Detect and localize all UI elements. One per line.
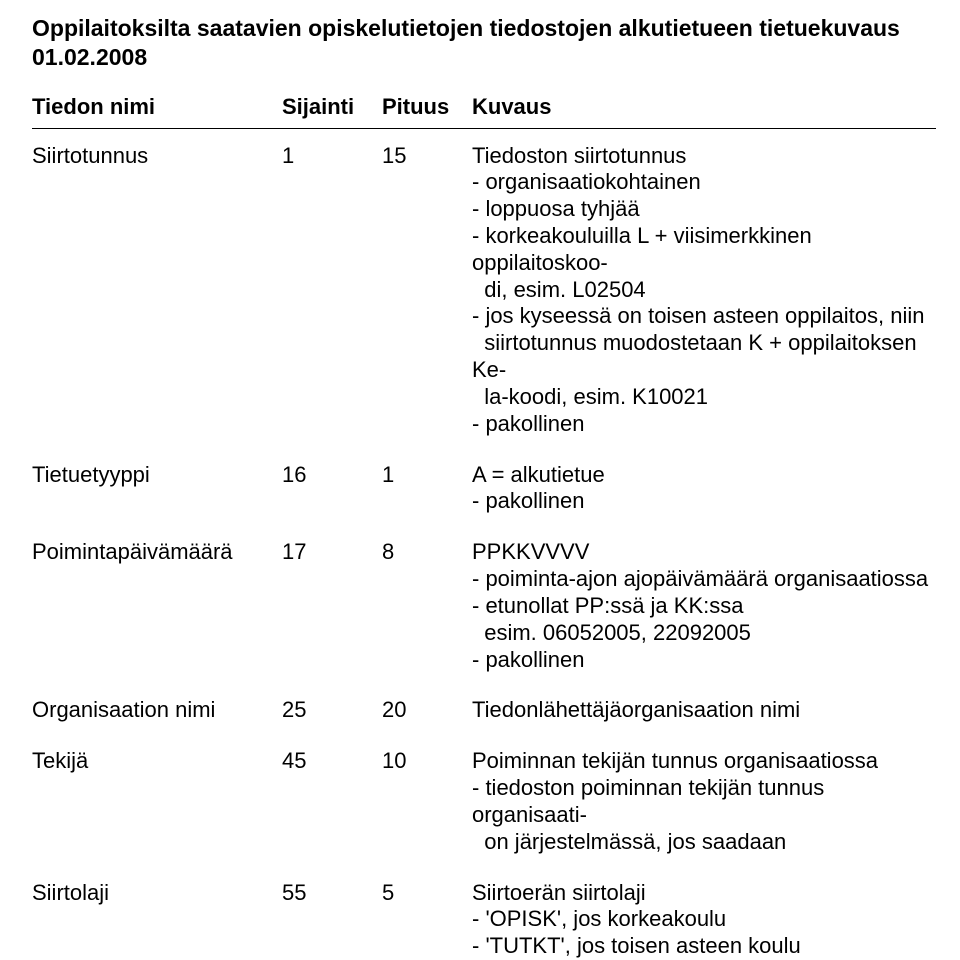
cell-length: 8	[382, 539, 472, 566]
cell-description: A = alkutietue- pakollinen	[472, 462, 936, 516]
description-line: - 'TUTKT', jos toisen asteen koulu	[472, 933, 936, 960]
title-line-2: 01.02.2008	[32, 44, 147, 70]
description-line: la-koodi, esim. K10021	[472, 384, 936, 411]
cell-length: 20	[382, 697, 472, 724]
description-line: A = alkutietue	[472, 462, 936, 489]
header-len: Pituus	[382, 94, 472, 120]
cell-position: 16	[282, 462, 382, 489]
table-row: Poimintapäivämäärä178PPKKVVVV- poiminta-…	[32, 539, 936, 673]
description-line: - pakollinen	[472, 488, 936, 515]
table-row: Siirtolaji555Siirtoerän siirtolaji- 'OPI…	[32, 880, 936, 960]
cell-description: Tiedonlähettäjäorganisaation nimi	[472, 697, 936, 724]
cell-description: Poiminnan tekijän tunnus organisaatiossa…	[472, 748, 936, 855]
cell-position: 55	[282, 880, 382, 907]
description-line: - pakollinen	[472, 411, 936, 438]
cell-length: 5	[382, 880, 472, 907]
table-header-row: Tiedon nimi Sijainti Pituus Kuvaus	[32, 94, 936, 129]
description-line: - etunollat PP:ssä ja KK:ssa	[472, 593, 936, 620]
description-line: di, esim. L02504	[472, 277, 936, 304]
description-line: - 'OPISK', jos korkeakoulu	[472, 906, 936, 933]
cell-description: PPKKVVVV- poiminta-ajon ajopäivämäärä or…	[472, 539, 936, 673]
table-body: Siirtotunnus115Tiedoston siirtotunnus- o…	[32, 143, 936, 960]
cell-length: 10	[382, 748, 472, 775]
cell-position: 45	[282, 748, 382, 775]
title-line-1: Oppilaitoksilta saatavien opiskelutietoj…	[32, 15, 900, 41]
cell-field-name: Siirtotunnus	[32, 143, 282, 170]
table-row: Tekijä4510Poiminnan tekijän tunnus organ…	[32, 748, 936, 855]
description-line: Siirtoerän siirtolaji	[472, 880, 936, 907]
cell-position: 1	[282, 143, 382, 170]
header-name: Tiedon nimi	[32, 94, 282, 120]
description-line: Tiedonlähettäjäorganisaation nimi	[472, 697, 936, 724]
document-page: Oppilaitoksilta saatavien opiskelutietoj…	[0, 0, 960, 960]
page-title: Oppilaitoksilta saatavien opiskelutietoj…	[32, 14, 936, 72]
description-line: Poiminnan tekijän tunnus organisaatiossa	[472, 748, 936, 775]
description-line: - loppuosa tyhjää	[472, 196, 936, 223]
cell-field-name: Tietuetyyppi	[32, 462, 282, 489]
cell-description: Tiedoston siirtotunnus- organisaatiokoht…	[472, 143, 936, 438]
cell-length: 1	[382, 462, 472, 489]
description-line: - jos kyseessä on toisen asteen oppilait…	[472, 303, 936, 330]
description-line: siirtotunnus muodostetaan K + oppilaitok…	[472, 330, 936, 384]
description-line: - poiminta-ajon ajopäivämäärä organisaat…	[472, 566, 936, 593]
cell-field-name: Siirtolaji	[32, 880, 282, 907]
header-pos: Sijainti	[282, 94, 382, 120]
description-line: PPKKVVVV	[472, 539, 936, 566]
cell-field-name: Tekijä	[32, 748, 282, 775]
description-line: - korkeakouluilla L + viisimerkkinen opp…	[472, 223, 936, 277]
cell-position: 17	[282, 539, 382, 566]
table-row: Siirtotunnus115Tiedoston siirtotunnus- o…	[32, 143, 936, 438]
description-line: - pakollinen	[472, 647, 936, 674]
description-line: - tiedoston poiminnan tekijän tunnus org…	[472, 775, 936, 829]
table-row: Tietuetyyppi161A = alkutietue- pakolline…	[32, 462, 936, 516]
cell-length: 15	[382, 143, 472, 170]
cell-description: Siirtoerän siirtolaji- 'OPISK', jos kork…	[472, 880, 936, 960]
table-row: Organisaation nimi2520Tiedonlähettäjäorg…	[32, 697, 936, 724]
description-line: Tiedoston siirtotunnus	[472, 143, 936, 170]
description-line: - organisaatiokohtainen	[472, 169, 936, 196]
cell-position: 25	[282, 697, 382, 724]
cell-field-name: Poimintapäivämäärä	[32, 539, 282, 566]
cell-field-name: Organisaation nimi	[32, 697, 282, 724]
header-desc: Kuvaus	[472, 94, 936, 120]
description-line: on järjestelmässä, jos saadaan	[472, 829, 936, 856]
description-line: esim. 06052005, 22092005	[472, 620, 936, 647]
